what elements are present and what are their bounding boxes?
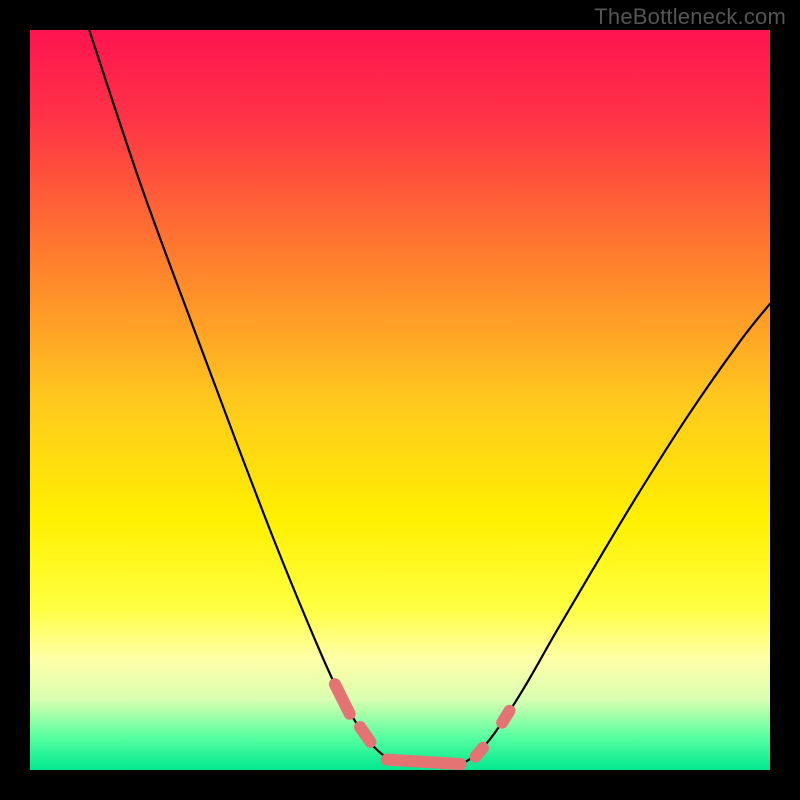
highlight-segment: [502, 711, 509, 723]
highlight-segment: [387, 760, 461, 764]
highlight-segment: [475, 748, 482, 757]
chart-frame: TheBottleneck.com: [0, 0, 800, 800]
watermark-text: TheBottleneck.com: [594, 4, 786, 30]
highlight-segment: [360, 727, 370, 742]
bottleneck-chart: [0, 0, 800, 800]
gradient-background: [30, 30, 770, 770]
